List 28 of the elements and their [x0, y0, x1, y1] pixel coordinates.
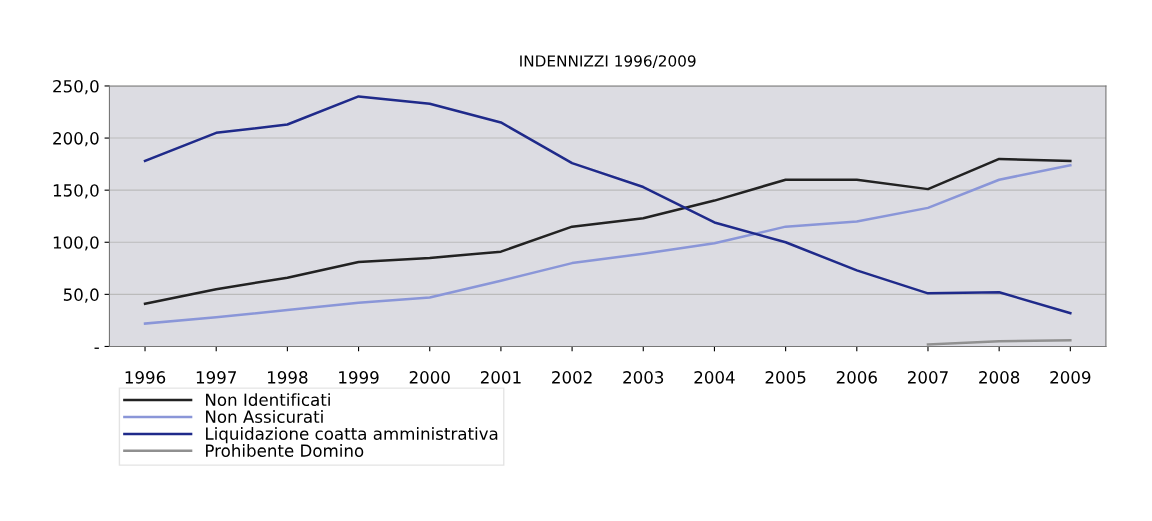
x-tick-label: 1999 [339, 371, 379, 384]
legend-label: Non Identificati [206, 393, 330, 407]
line-series [143, 95, 1072, 315]
x-tick-label: 2006 [836, 371, 877, 384]
x-tick-label: 2002 [552, 371, 592, 384]
x-tick-label: 2007 [907, 371, 948, 384]
x-tick-label: 2004 [694, 371, 735, 384]
x-tick-label: 2009 [1050, 371, 1091, 384]
legend-label: Non Assicurati [206, 410, 323, 424]
x-tick-label: 2001 [480, 371, 521, 384]
x-tick-label: 2005 [765, 371, 806, 384]
x-tick-label: 1997 [196, 371, 236, 384]
y-tick-label: - [94, 347, 99, 349]
line-series [143, 157, 1072, 305]
x-tick-label: 2000 [409, 371, 450, 384]
x-tick-label: 2003 [623, 371, 664, 384]
legend-label: Liquidazione coatta amministrativa [206, 427, 498, 444]
y-tick-label: 50,0 [63, 288, 99, 303]
x-tick-label: 1998 [268, 371, 308, 384]
y-tick-label: 100,0 [53, 236, 99, 251]
legend-label: Prohibente Domino [206, 444, 364, 457]
line-series [143, 163, 1072, 325]
chart-title: INDENNIZZI 1996/2009 [520, 55, 696, 68]
y-tick-label: 250,0 [53, 79, 99, 95]
x-tick-label: 1996 [125, 371, 166, 384]
x-tick-label: 2008 [979, 371, 1020, 384]
y-tick-label: 150,0 [53, 184, 99, 199]
y-tick-label: 200,0 [53, 132, 99, 147]
